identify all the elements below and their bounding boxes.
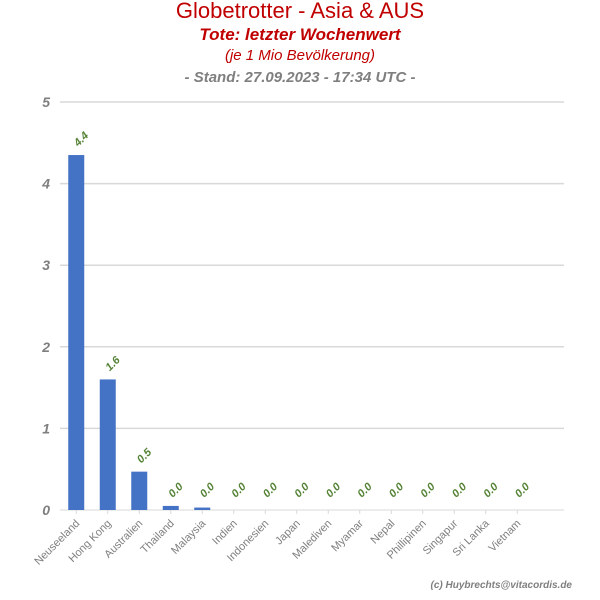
x-tick-label: Vietnam bbox=[486, 518, 523, 555]
data-label: 0.0 bbox=[387, 480, 407, 500]
timestamp: - Stand: 27.09.2023 - 17:34 UTC - bbox=[184, 69, 416, 86]
x-tick-label: Malaysia bbox=[169, 517, 209, 557]
y-tick-label: 3 bbox=[42, 257, 50, 273]
data-label: 0.0 bbox=[513, 480, 533, 500]
bar bbox=[68, 155, 85, 511]
bar bbox=[131, 471, 148, 510]
y-tick-label: 1 bbox=[42, 420, 50, 436]
data-label: 0.0 bbox=[481, 480, 501, 500]
data-label: 0.0 bbox=[166, 480, 186, 500]
chart-title: Globetrotter - Asia & AUS bbox=[175, 0, 425, 23]
data-label: 1.6 bbox=[103, 354, 123, 374]
data-label: 0.0 bbox=[261, 480, 281, 500]
y-tick-label: 5 bbox=[42, 94, 50, 110]
bar bbox=[99, 379, 116, 510]
data-label: 0.0 bbox=[324, 480, 344, 500]
data-label: 0.0 bbox=[229, 480, 249, 500]
y-tick-label: 4 bbox=[41, 176, 50, 192]
y-tick-label: 2 bbox=[41, 339, 50, 355]
data-label: 0.0 bbox=[292, 480, 312, 500]
chart-subtitle: Tote: letzter Wochenwert bbox=[199, 25, 401, 44]
x-tick-label: Indien bbox=[210, 518, 240, 548]
x-tick-label: Nepal bbox=[369, 518, 398, 547]
data-label: 0.0 bbox=[198, 480, 218, 500]
bar bbox=[162, 505, 179, 510]
x-tick-label: Myamar bbox=[329, 517, 366, 554]
unit-note: (je 1 Mio Bevölkerung) bbox=[224, 47, 376, 64]
data-label: 0.5 bbox=[135, 446, 155, 466]
data-label: 0.0 bbox=[418, 480, 438, 500]
bar bbox=[194, 507, 211, 510]
y-tick-label: 0 bbox=[42, 502, 50, 518]
data-label: 0.0 bbox=[450, 480, 470, 500]
copyright-credit: (c) Huybrechts@vitacordis.de bbox=[430, 580, 572, 591]
x-tick-label: Japan bbox=[273, 518, 303, 548]
data-label: 0.0 bbox=[355, 480, 375, 500]
data-label: 4.4 bbox=[71, 130, 91, 150]
